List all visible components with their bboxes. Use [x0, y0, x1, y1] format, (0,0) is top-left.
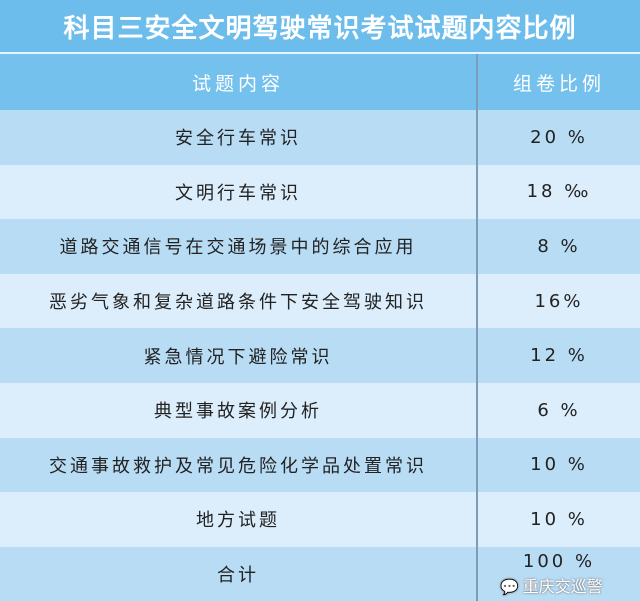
row-content: 安全行车常识 [0, 110, 478, 165]
exam-ratio-table: 试题内容 组卷比例 安全行车常识 20 % 文明行车常识 18 ‰ 道路交通信号在交通场… [0, 54, 640, 601]
table-row: 文明行车常识 18 ‰ [0, 164, 640, 220]
table-row: 紧急情况下避险常识 12 % [0, 328, 640, 383]
row-content: 典型事故案例分析 [0, 382, 478, 438]
row-content: 文明行车常识 [0, 164, 478, 220]
table-row: 合计 100 % [0, 546, 640, 601]
table-row: 地方试题 10 % [0, 492, 640, 547]
table-row: 交通事故救护及常见危险化学品处置常识 10 % [0, 437, 640, 493]
row-ratio: 100 % [477, 546, 640, 601]
row-ratio: 10 % [477, 492, 640, 547]
watermark-text: 重庆交巡警 [522, 577, 603, 596]
row-ratio: 10 % [477, 437, 640, 493]
row-ratio: 20 % [477, 110, 640, 165]
row-content: 交通事故救护及常见危险化学品处置常识 [0, 437, 478, 493]
row-ratio: 12 % [477, 328, 640, 383]
header-content: 试题内容 [0, 54, 478, 110]
row-content: 地方试题 [0, 492, 478, 547]
row-content: 合计 [0, 546, 478, 601]
header-ratio: 组卷比例 [477, 54, 640, 110]
table-title: 科目三安全文明驾驶常识考试试题内容比例 [0, 0, 640, 54]
row-ratio: 18 ‰ [477, 164, 640, 220]
table-row: 安全行车常识 20 % [0, 110, 640, 165]
wechat-icon: 💬 [500, 578, 519, 596]
row-ratio: 16% [477, 273, 640, 329]
row-ratio: 6 % [477, 382, 640, 438]
watermark: 💬 重庆交巡警 [500, 576, 603, 598]
row-content: 道路交通信号在交通场景中的综合应用 [0, 219, 478, 274]
row-content: 紧急情况下避险常识 [0, 328, 478, 383]
table-row: 典型事故案例分析 6 % [0, 382, 640, 438]
row-ratio: 8 % [477, 219, 640, 274]
table-row: 道路交通信号在交通场景中的综合应用 8 % [0, 219, 640, 274]
table-row: 恶劣气象和复杂道路条件下安全驾驶知识 16% [0, 273, 640, 329]
header-row: 试题内容 组卷比例 [0, 54, 640, 110]
row-content: 恶劣气象和复杂道路条件下安全驾驶知识 [0, 273, 478, 329]
